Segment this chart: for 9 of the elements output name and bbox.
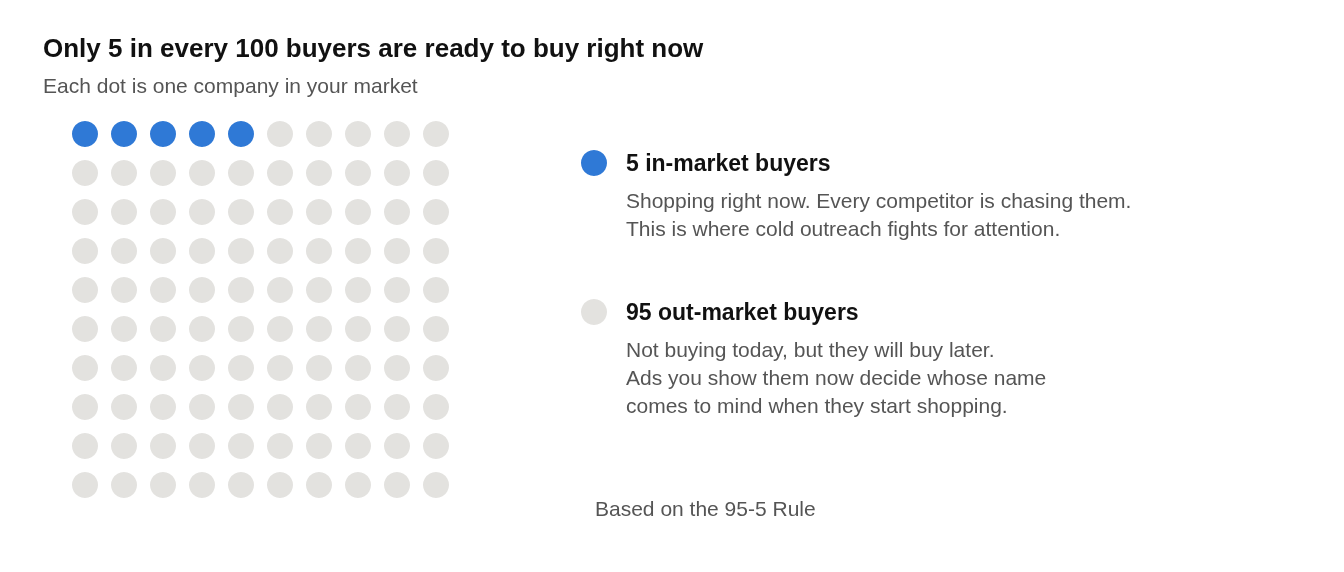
data-label: 95 [626, 299, 652, 325]
text: Based on the 95-5 Rule [595, 496, 816, 520]
text: Not buying today, but they will buy later. Ads you show them now decide whose name comes to mind when they start shopping. [626, 337, 1047, 417]
data-label: 5 [626, 150, 639, 176]
text: Shopping right now. Every competitor is chasing them. This is where cold outreach fights for attention. [626, 188, 1132, 240]
text: Each dot is one company in your market [43, 74, 418, 97]
category-label: out-market buyers [657, 299, 859, 325]
text: Only 5 in every 100 buyers are ready to buy right now [43, 33, 705, 63]
category-label: in-market buyers [645, 150, 831, 176]
